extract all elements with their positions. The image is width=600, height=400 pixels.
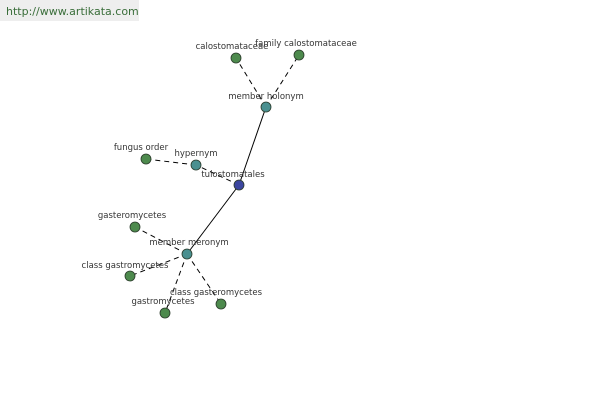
node-label: member meronym	[149, 238, 228, 248]
node-label: member holonym	[228, 92, 303, 102]
node-label: gasteromycetes	[98, 211, 167, 221]
edge	[186, 253, 222, 305]
node[interactable]	[159, 307, 171, 319]
node-label: hypernym	[174, 149, 217, 159]
node[interactable]	[129, 221, 141, 233]
edge	[186, 184, 240, 255]
site-url[interactable]: http://www.artikata.com	[6, 5, 139, 18]
node[interactable]	[140, 153, 152, 165]
edge	[129, 253, 188, 277]
node-label: calostomataceae	[196, 42, 269, 52]
edge	[195, 164, 240, 186]
node[interactable]	[124, 270, 136, 282]
url-banner	[0, 0, 139, 21]
node[interactable]	[260, 101, 272, 113]
edge	[238, 106, 267, 186]
edge	[134, 226, 188, 255]
node-label: gastromycetes	[131, 297, 195, 307]
node-label: class gastromycetes	[82, 261, 169, 271]
node[interactable]	[190, 159, 202, 171]
edge	[265, 54, 300, 108]
node-label: family calostomataceae	[255, 39, 357, 49]
edge	[235, 57, 267, 108]
node[interactable]	[293, 49, 305, 61]
node-label: fungus order	[114, 143, 169, 153]
node[interactable]	[233, 179, 245, 191]
node[interactable]	[181, 248, 193, 260]
node[interactable]	[230, 52, 242, 64]
node-label: tulostomatales	[201, 170, 265, 180]
node-label: class gasteromycetes	[170, 288, 263, 298]
edge	[164, 253, 188, 314]
node[interactable]	[215, 298, 227, 310]
edge	[145, 158, 197, 166]
